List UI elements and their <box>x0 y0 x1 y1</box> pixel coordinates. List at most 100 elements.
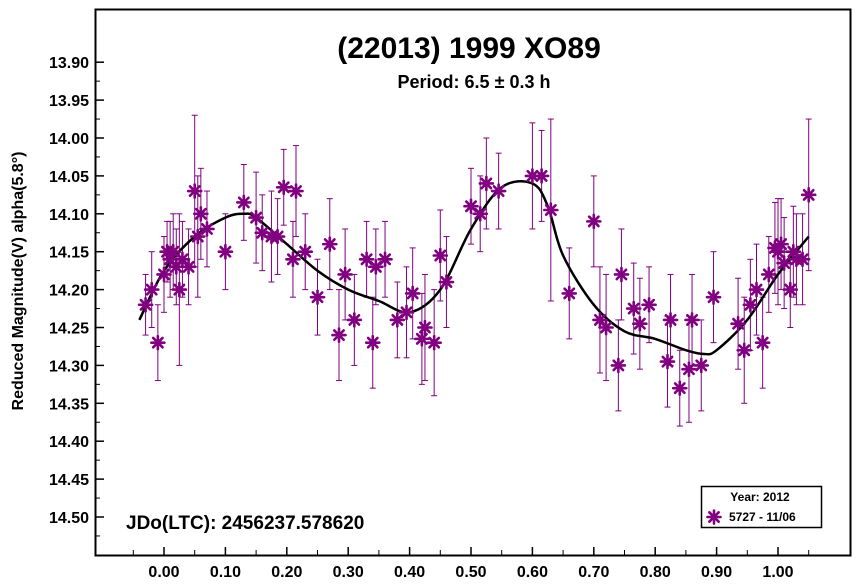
legend-marker-icon <box>706 509 722 525</box>
chart-title: (22013) 1999 XO89 <box>337 32 601 65</box>
data-point <box>782 281 799 298</box>
data-point <box>137 296 154 313</box>
y-tick-label: 14.35 <box>49 396 89 413</box>
data-point <box>736 342 753 359</box>
data-point <box>180 259 197 275</box>
data-point <box>143 281 160 298</box>
data-point <box>800 187 817 203</box>
data-point <box>463 198 479 215</box>
x-tick-label: 0.90 <box>701 564 732 581</box>
data-point <box>189 228 206 245</box>
x-tick-label: 0.20 <box>271 564 302 581</box>
y-axis-label: Reduced Magnitude(V) alpha(5.8°) <box>10 152 27 411</box>
data-point <box>297 243 314 260</box>
data-point <box>309 289 326 305</box>
data-point <box>748 281 765 298</box>
data-point <box>794 251 811 268</box>
data-point <box>217 243 234 260</box>
data-point <box>610 357 627 374</box>
data-point <box>490 183 507 199</box>
data-point <box>156 266 172 283</box>
data-point <box>478 175 495 192</box>
y-axis: 13.90 13.95 14.00 14.05 14.10 14.15 14.20 14.25… <box>49 55 104 537</box>
legend-box <box>700 485 823 529</box>
x-tick-label: 0.80 <box>640 564 671 581</box>
data-point <box>417 319 433 336</box>
data-point <box>705 289 722 305</box>
y-tick-label: 14.25 <box>49 321 89 338</box>
data-point <box>269 228 286 245</box>
data-point <box>346 312 363 328</box>
jd-annotation: JDo(LTC): 2456237.578620 <box>126 513 364 534</box>
data-point <box>472 206 489 222</box>
y-tick-label: 14.20 <box>49 283 89 300</box>
data-point <box>543 202 559 218</box>
data-point <box>364 334 381 351</box>
x-axis: 0.00 0.10 0.20 0.30 0.40 0.50 0.60 0.70 0.80 0.90… <box>132 547 810 581</box>
data-point <box>693 357 710 374</box>
data-point <box>773 236 789 252</box>
data-point <box>641 296 657 313</box>
data-point <box>150 334 166 351</box>
data-point <box>632 315 648 332</box>
data-point <box>321 236 338 252</box>
data-point <box>561 285 578 302</box>
x-tick-label: 0.10 <box>210 564 241 581</box>
fit-curve <box>138 180 810 356</box>
x-tick-label: 0.50 <box>455 564 486 581</box>
plot-frame <box>94 8 852 557</box>
y-tick-label: 14.10 <box>49 207 89 224</box>
y-tick-label: 14.50 <box>49 510 89 527</box>
x-tick-label: 0.40 <box>394 564 425 581</box>
data-point <box>285 251 301 268</box>
data-point <box>398 304 415 321</box>
y-tick-label: 14.30 <box>49 358 89 375</box>
data-point <box>414 331 430 347</box>
data-point <box>671 380 688 396</box>
data-point <box>659 353 676 370</box>
data-point <box>730 315 746 332</box>
data-point <box>368 259 384 275</box>
y-tick-label: 14.45 <box>49 472 89 489</box>
data-point <box>598 319 614 336</box>
x-tick-label: 0.60 <box>517 564 548 581</box>
data-point <box>186 183 203 199</box>
y-tick-label: 13.95 <box>49 93 89 110</box>
data-point <box>404 285 421 302</box>
data-point <box>171 281 188 298</box>
data-point <box>533 168 550 184</box>
data-point <box>165 243 182 260</box>
data-point <box>426 334 442 351</box>
data-point <box>662 312 679 328</box>
data-point <box>288 183 304 199</box>
y-tick-label: 13.90 <box>49 55 89 72</box>
legend: Year: 2012 5727 - 11/06 <box>700 485 823 529</box>
data-point <box>684 312 700 328</box>
legend-entry-0: 5727 - 11/06 <box>729 510 796 524</box>
y-tick-label: 14.05 <box>49 169 89 186</box>
data-point <box>389 312 406 328</box>
data-point <box>331 327 347 343</box>
data-point <box>193 206 209 222</box>
data-point <box>754 334 771 351</box>
x-tick-label: 0.70 <box>578 564 609 581</box>
data-point <box>432 247 449 264</box>
data-point <box>377 251 393 268</box>
data-point <box>337 266 353 283</box>
legend-marker <box>706 509 722 525</box>
data-point <box>236 194 252 211</box>
data-point <box>742 296 759 313</box>
x-tick-label: 0.00 <box>148 564 179 581</box>
data-point <box>275 179 292 196</box>
data-point <box>199 221 215 237</box>
data-point <box>760 266 777 283</box>
data-point <box>585 213 602 230</box>
legend-title: Year: 2012 <box>730 490 790 504</box>
x-tick-label: 0.30 <box>333 564 364 581</box>
data-point <box>613 266 630 283</box>
data-point <box>438 274 455 290</box>
data-point <box>681 361 697 377</box>
chart-subtitle: Period: 6.5 ± 0.3 h <box>398 72 551 92</box>
y-tick-label: 14.00 <box>49 131 89 148</box>
